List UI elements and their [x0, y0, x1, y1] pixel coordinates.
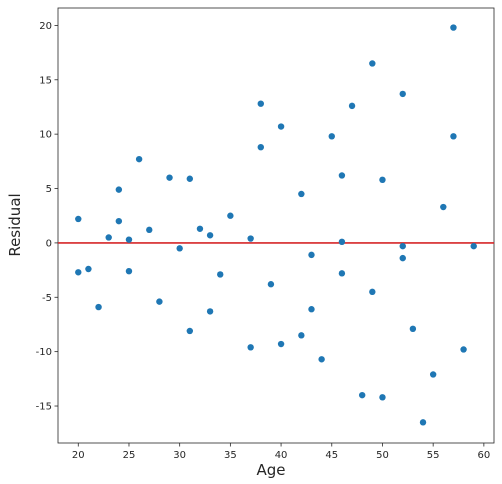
- data-point: [450, 133, 457, 140]
- x-tick-label: 30: [173, 450, 186, 461]
- data-point: [358, 391, 366, 399]
- x-tick-label: 60: [477, 450, 490, 461]
- data-point: [217, 271, 224, 278]
- data-point: [105, 234, 112, 241]
- data-point: [399, 242, 406, 250]
- x-tick-label: 20: [72, 450, 85, 461]
- y-tick-label: -5: [42, 293, 52, 304]
- data-point: [206, 308, 214, 315]
- data-point: [257, 100, 264, 107]
- data-point: [298, 190, 305, 198]
- data-point: [470, 242, 477, 250]
- data-point: [440, 203, 447, 211]
- data-point: [115, 217, 123, 225]
- data-point: [348, 102, 356, 110]
- y-axis-label: Residual: [6, 193, 24, 256]
- data-point: [328, 133, 335, 140]
- data-point: [95, 303, 102, 311]
- data-point: [379, 394, 386, 401]
- y-tick-label: 15: [39, 75, 52, 86]
- data-point: [308, 306, 315, 313]
- x-tick-label: 45: [325, 450, 338, 461]
- data-point: [135, 155, 143, 163]
- data-point: [399, 254, 406, 262]
- plot-frame: [57, 7, 495, 444]
- x-axis-label: Age: [256, 461, 285, 479]
- data-points: [75, 24, 477, 426]
- data-point: [156, 298, 163, 305]
- data-point: [227, 212, 234, 219]
- data-point: [85, 265, 92, 273]
- data-point: [206, 232, 214, 239]
- data-point: [75, 215, 82, 223]
- data-point: [196, 225, 204, 232]
- data-point: [450, 24, 457, 31]
- x-tick-label: 50: [376, 450, 389, 461]
- data-point: [338, 238, 346, 246]
- data-point: [75, 269, 82, 276]
- data-point: [186, 327, 194, 335]
- data-point: [460, 346, 467, 353]
- data-point: [186, 175, 194, 182]
- data-point: [399, 90, 406, 98]
- x-tick-label: 55: [427, 450, 440, 461]
- data-point: [125, 236, 133, 243]
- y-tick-label: 20: [39, 21, 52, 32]
- data-point: [308, 251, 315, 259]
- data-point: [146, 226, 153, 234]
- y-tick-label: 0: [46, 238, 52, 249]
- data-point: [429, 371, 437, 378]
- data-point: [379, 176, 386, 184]
- x-axis-ticks: 20 25 30 35 40 45 50 55 60: [72, 443, 490, 461]
- data-point: [369, 60, 376, 67]
- data-point: [298, 332, 305, 339]
- x-tick-label: 35: [224, 450, 237, 461]
- y-tick-label: -10: [36, 347, 52, 358]
- data-point: [166, 174, 173, 181]
- data-point: [277, 123, 285, 130]
- data-point: [419, 419, 427, 426]
- data-point: [257, 144, 264, 151]
- data-point: [125, 267, 133, 275]
- data-point: [277, 340, 285, 348]
- data-point: [409, 325, 417, 333]
- data-point: [176, 245, 183, 252]
- data-point: [338, 270, 346, 277]
- y-tick-label: 5: [46, 184, 52, 195]
- data-point: [267, 281, 275, 288]
- data-point: [338, 172, 346, 179]
- y-tick-label: -15: [36, 402, 52, 413]
- data-point: [369, 288, 376, 296]
- data-point: [247, 344, 254, 351]
- y-axis-ticks: -15 -10 -5 0 5 10 15 20: [36, 21, 58, 413]
- data-point: [318, 356, 325, 363]
- y-tick-label: 10: [39, 130, 52, 141]
- data-point: [115, 186, 123, 193]
- x-tick-label: 25: [123, 450, 136, 461]
- x-tick-label: 40: [275, 450, 288, 461]
- data-point: [247, 235, 254, 242]
